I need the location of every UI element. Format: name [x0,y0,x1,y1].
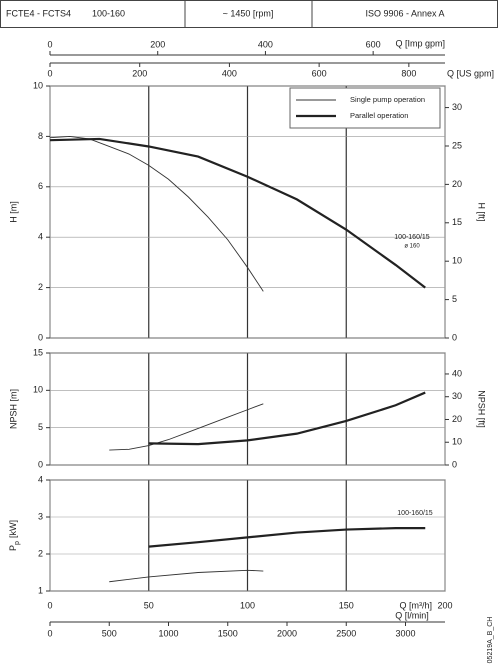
legend-box [289,87,441,129]
y-axis-title: NPSH [m] [8,389,18,429]
y-tick-label: 0 [38,459,43,469]
y-tick-label: 10 [33,385,43,395]
header-model: FCTE4 - FCTS4 [6,8,71,18]
y-tick-label: 2 [38,282,43,292]
curve [109,403,264,451]
y2-tick-label: 20 [452,414,462,424]
y2-axis-title: NPSH [ft] [477,390,487,428]
y-tick-label: 4 [38,232,43,242]
header-size: 100-160 [92,8,125,18]
curve-label: 100-160/15 [394,234,430,241]
y-axis-title: Pp [kW] [8,520,20,551]
x-tick-label: 200 [437,600,452,610]
x-tick-label: 100 [240,600,255,610]
y2-tick-label: 20 [452,179,462,189]
curve [148,526,426,548]
y-tick-label: 15 [33,347,43,357]
x-tick-label: 150 [339,600,354,610]
x-tick-label: 0 [47,600,52,610]
top-axis-title: Q [Imp gpm] [395,38,445,48]
y-tick-label: 3 [38,511,43,521]
curve [109,569,264,583]
y2-tick-label: 10 [452,256,462,266]
y2-tick-label: 10 [452,437,462,447]
bottom-tick-label: 1500 [218,628,238,638]
y-tick-label: 8 [38,131,43,141]
y2-axis-title: H [ft] [477,202,487,221]
y2-tick-label: 15 [452,217,462,227]
x-tick-label: 50 [144,600,154,610]
y-tick-label: 10 [33,80,43,90]
top-tick-label: 600 [312,68,327,78]
y-tick-label: 6 [38,181,43,191]
bottom-axis-title: Q [l/min] [395,610,429,620]
y-tick-label: 4 [38,474,43,484]
y-axis-subscript: p [14,541,21,545]
y2-tick-label: 30 [452,391,462,401]
top-axis-title: Q [US gpm] [447,68,494,78]
curve-label: 100-160/15 [397,510,433,517]
drawing-code: 05219A_B_CH [487,617,494,664]
x-axis-title: Q [m³/h] [399,600,432,610]
legend-label: Single pump operation [350,95,425,104]
curve [49,137,426,289]
y-tick-label: 5 [38,422,43,432]
top-tick-label: 800 [401,68,416,78]
top-tick-label: 0 [47,39,52,49]
y2-tick-label: 5 [452,294,457,304]
y-axis-symbol: P [8,545,18,551]
y-tick-label: 1 [38,585,43,595]
top-tick-label: 400 [258,39,273,49]
bottom-tick-label: 0 [47,628,52,638]
y2-tick-label: 0 [452,332,457,342]
top-tick-label: 200 [150,39,165,49]
curve [148,391,426,446]
y-tick-label: 2 [38,548,43,558]
curve-label: ø 160 [404,244,420,250]
y2-tick-label: 25 [452,140,462,150]
y-axis-title: H [m] [8,201,18,223]
y2-tick-label: 30 [452,102,462,112]
y2-tick-label: 40 [452,368,462,378]
top-tick-label: 600 [366,39,381,49]
bottom-tick-label: 2500 [336,628,356,638]
top-tick-label: 200 [132,68,147,78]
y-axis-unit: [kW] [8,520,18,538]
top-tick-label: 0 [47,68,52,78]
header-speed: ~ 1450 [rpm] [223,8,274,18]
bottom-tick-label: 2000 [277,628,297,638]
y-tick-label: 0 [38,332,43,342]
y2-tick-label: 0 [452,459,457,469]
top-tick-label: 400 [222,68,237,78]
legend-label: Parallel operation [350,111,408,120]
bottom-tick-label: 500 [102,628,117,638]
bottom-tick-label: 1000 [158,628,178,638]
header-standard: ISO 9906 - Annex A [365,8,444,18]
bottom-tick-label: 3000 [395,628,415,638]
